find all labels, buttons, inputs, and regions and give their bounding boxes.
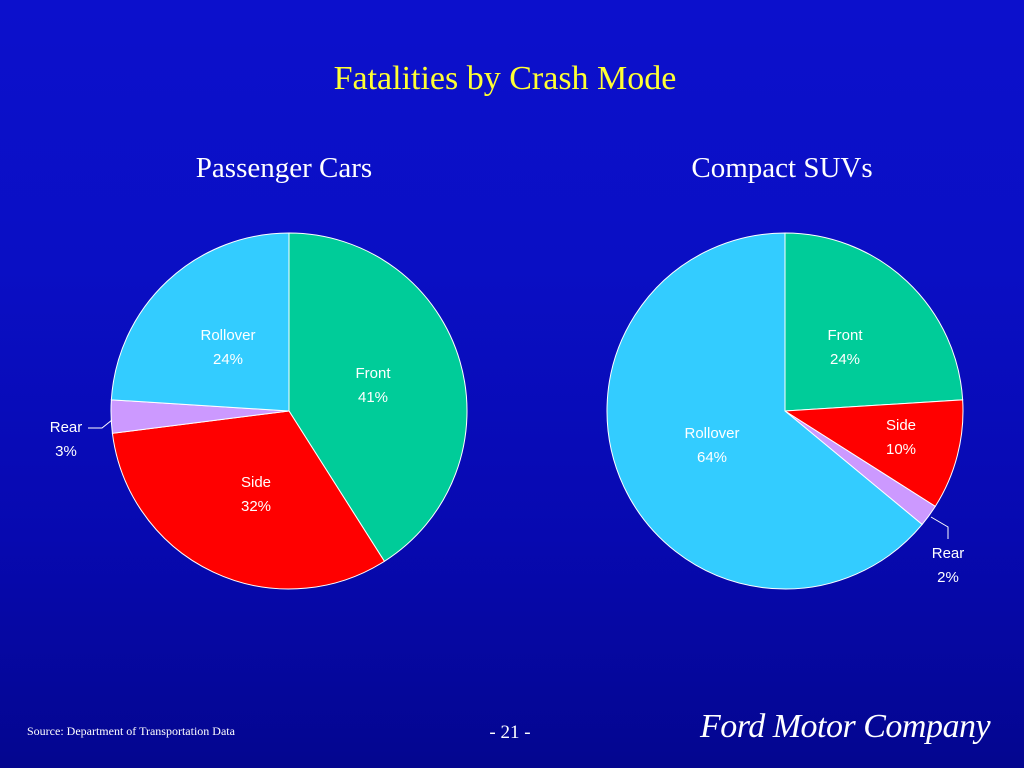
slice-value-side: 32%: [241, 498, 271, 515]
ford-logo: Ford Motor Company: [700, 708, 991, 745]
slice-rollover: [110, 232, 290, 412]
chart-title-compact-suvs: Compact SUVs: [691, 152, 873, 184]
slice-value-front: 24%: [830, 351, 860, 368]
slice-front: [288, 232, 468, 562]
slice-side: [783, 399, 964, 508]
slice-value-rollover: 64%: [697, 449, 727, 466]
slice-label-front: Front: [827, 327, 863, 344]
slide-title: Fatalities by Crash Mode: [333, 60, 677, 97]
slice-rollover: [606, 232, 923, 590]
slice-front: [784, 232, 964, 412]
slice-label-rear: Rear: [932, 545, 965, 562]
slice-label-front: Front: [355, 365, 391, 382]
chart-title-passenger-cars: Passenger Cars: [195, 152, 373, 184]
slice-label-rollover: Rollover: [200, 327, 255, 344]
leader-line-rear: [930, 516, 949, 539]
pie-passenger-cars: Front 41% Side 32% Rear 3% Rollover 24%: [50, 232, 468, 590]
slice-label-rollover: Rollover: [684, 425, 739, 442]
slice-value-rollover: 24%: [213, 351, 243, 368]
slice-value-side: 10%: [886, 441, 916, 458]
slice-value-rear: 2%: [937, 569, 959, 586]
slice-label-rear: Rear: [50, 419, 83, 436]
pie-compact-suvs: Front 24% Side 10% Rear 2% Rollover 64%: [606, 232, 965, 590]
page-number: - 21 -: [489, 722, 531, 743]
slice-label-side: Side: [886, 417, 916, 434]
slice-side: [111, 410, 386, 590]
slice-label-side: Side: [241, 474, 271, 491]
slice-value-front: 41%: [358, 389, 388, 406]
leader-line-rear: [88, 419, 113, 429]
source-note: Source: Department of Transportation Dat…: [27, 724, 235, 738]
slice-value-rear: 3%: [55, 443, 77, 460]
